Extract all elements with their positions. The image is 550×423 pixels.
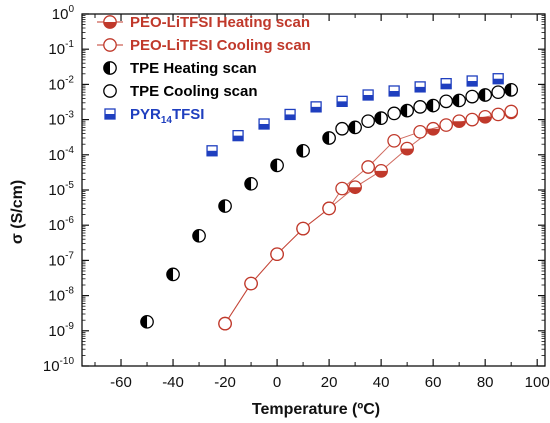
data-point [388,85,400,97]
data-point [361,160,375,174]
data-point [414,81,426,93]
data-point [335,181,349,196]
y-tick-label: 10-2 [48,74,74,93]
data-point [270,247,284,262]
legend: PEO-LiTFSI Heating scan PEO-LiTFSI Coolin… [97,14,311,126]
y-tick-label: 10-9 [48,321,74,340]
data-point [440,78,452,90]
legend-item: TPE Heating scan [103,60,257,77]
data-point [322,131,336,145]
data-point [166,267,180,282]
x-tick-label: -20 [214,374,236,391]
data-point [232,129,244,142]
y-tick-label: 10-1 [48,39,74,58]
legend-label: PYR14TFSI [130,106,204,126]
data-point [504,104,519,119]
y-tick-label: 10-6 [48,215,74,234]
data-point [492,73,504,85]
legend-label: PEO-LiTFSI Heating scan [130,14,310,31]
data-point [400,141,414,156]
y-tick-label: 10-3 [48,110,74,129]
data-point [491,107,506,122]
y-tick-label: 10-8 [48,286,74,305]
legend-label: TPE Cooling scan [130,83,258,100]
legend-marker [103,84,117,98]
data-point [322,201,336,216]
x-axis: -60 -40 -20 0 20 40 60 80 100 [94,14,550,391]
data-point [439,94,454,109]
series-line [224,111,512,324]
data-point [491,85,506,100]
data-point [244,176,258,191]
data-point [466,75,478,87]
legend-item: PEO-LiTFSI Heating scan [97,14,310,31]
data-point [310,101,322,113]
data-point [140,314,154,329]
data-point [284,108,296,121]
data-point [270,158,284,173]
data-point [374,163,388,178]
series-layer [140,73,519,331]
data-point [413,124,427,139]
x-tick-label: 60 [425,374,442,391]
series-3 [335,85,506,136]
y-tick-label: 10-7 [48,250,74,269]
data-point [465,112,480,127]
data-point [465,89,480,104]
data-point [296,143,310,158]
series-1 [218,104,519,331]
data-point [206,145,218,157]
y-tick-label: 100 [52,4,75,23]
series-line [224,111,512,324]
data-point [426,98,441,113]
legend-item: TPE Cooling scan [103,83,258,100]
data-point [348,180,362,195]
data-point [504,83,519,97]
legend-item: PYR14TFSI [104,106,204,126]
y-axis: 10-10 10-9 10-8 10-7 10-6 10-5 10-4 10-3 10-2 10-… [43,4,545,375]
x-tick-label: 100 [525,374,550,391]
data-point [387,133,401,148]
data-point [296,221,310,236]
x-axis-title: Temperature (ºC) [252,401,380,418]
y-tick-label: 10-4 [48,145,74,164]
data-point [374,111,388,125]
y-axis-title: σ (S/cm) [9,180,26,244]
data-point [387,106,401,121]
legend-marker [104,108,116,120]
y-tick-label: 10-5 [48,180,74,199]
legend-marker [103,38,117,52]
data-point [258,118,270,130]
y-tick-label: 10-10 [43,356,75,375]
data-point [348,120,362,135]
data-point [192,228,206,243]
x-tick-label: 0 [273,374,281,391]
legend-label: TPE Heating scan [130,60,257,77]
x-tick-label: -40 [162,374,184,391]
data-point [335,121,349,136]
x-tick-label: 40 [373,374,390,391]
data-point [452,93,467,108]
data-point [218,316,232,331]
legend-label: PEO-LiTFSI Cooling scan [130,37,311,54]
data-point [336,95,348,107]
data-point [413,100,427,114]
x-tick-label: -60 [110,374,132,391]
data-point [218,199,232,213]
legend-item: PEO-LiTFSI Cooling scan [97,37,311,54]
data-point [478,88,493,102]
data-point [400,103,414,118]
data-point [244,276,258,291]
series-4 [206,73,504,157]
data-point [362,89,374,101]
x-tick-label: 20 [321,374,338,391]
data-point [361,114,375,129]
x-tick-label: 80 [477,374,494,391]
legend-marker [103,15,117,29]
data-point [439,118,454,132]
series-0 [218,105,519,331]
series-2 [140,83,519,329]
legend-marker [103,61,117,75]
